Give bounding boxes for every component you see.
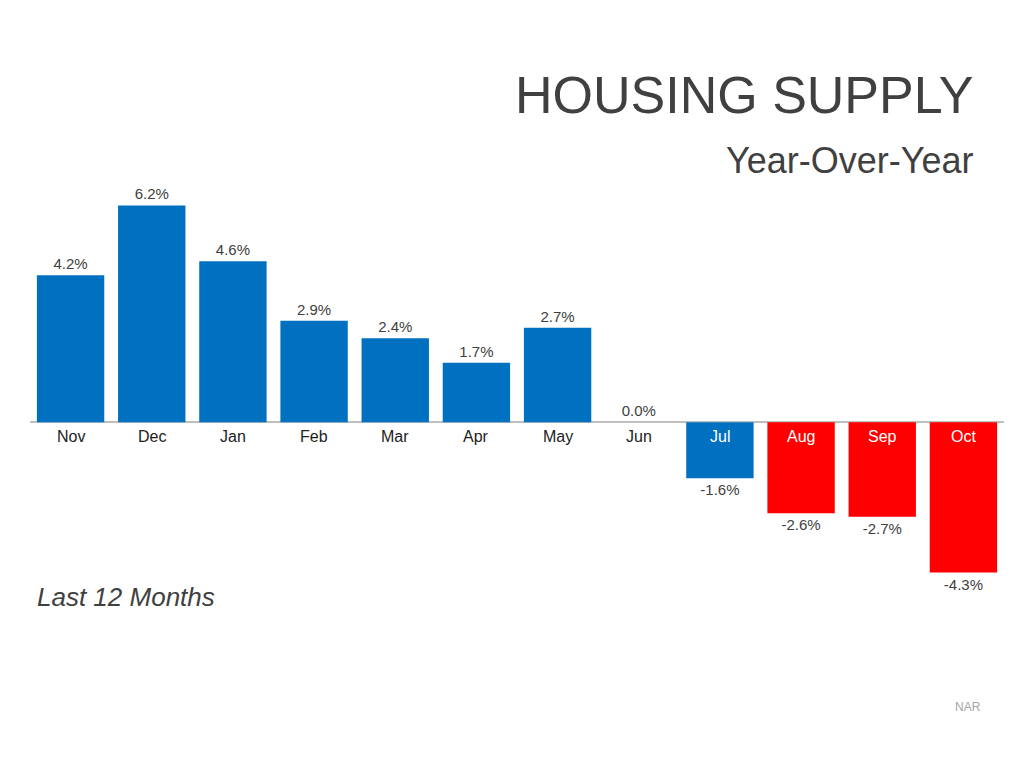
svg-text:1.7%: 1.7% xyxy=(459,343,493,360)
svg-text:4.2%: 4.2% xyxy=(53,255,87,272)
svg-text:-4.3%: -4.3% xyxy=(944,576,983,593)
svg-text:Jan: Jan xyxy=(220,428,246,445)
svg-text:-2.6%: -2.6% xyxy=(781,516,820,533)
svg-text:Jun: Jun xyxy=(626,428,652,445)
svg-text:Apr: Apr xyxy=(463,428,489,445)
svg-text:NAR: NAR xyxy=(955,700,981,714)
svg-text:Sep: Sep xyxy=(868,428,897,445)
svg-text:2.7%: 2.7% xyxy=(540,308,574,325)
svg-text:2.9%: 2.9% xyxy=(297,301,331,318)
svg-text:-1.6%: -1.6% xyxy=(700,481,739,498)
svg-text:4.6%: 4.6% xyxy=(216,241,250,258)
svg-text:Dec: Dec xyxy=(138,428,166,445)
svg-text:Oct: Oct xyxy=(951,428,976,445)
svg-text:-2.7%: -2.7% xyxy=(863,520,902,537)
svg-text:Mar: Mar xyxy=(381,428,409,445)
svg-text:Jul: Jul xyxy=(710,428,730,445)
svg-text:Aug: Aug xyxy=(787,428,815,445)
svg-text:Year-Over-Year: Year-Over-Year xyxy=(726,140,973,181)
svg-text:0.0%: 0.0% xyxy=(622,402,656,419)
svg-text:HOUSING SUPPLY: HOUSING SUPPLY xyxy=(515,66,973,124)
svg-text:6.2%: 6.2% xyxy=(135,185,169,202)
svg-text:2.4%: 2.4% xyxy=(378,318,412,335)
svg-text:Last 12 Months: Last 12 Months xyxy=(37,582,215,612)
svg-text:Nov: Nov xyxy=(57,428,85,445)
svg-text:May: May xyxy=(543,428,573,445)
svg-text:Feb: Feb xyxy=(300,428,328,445)
